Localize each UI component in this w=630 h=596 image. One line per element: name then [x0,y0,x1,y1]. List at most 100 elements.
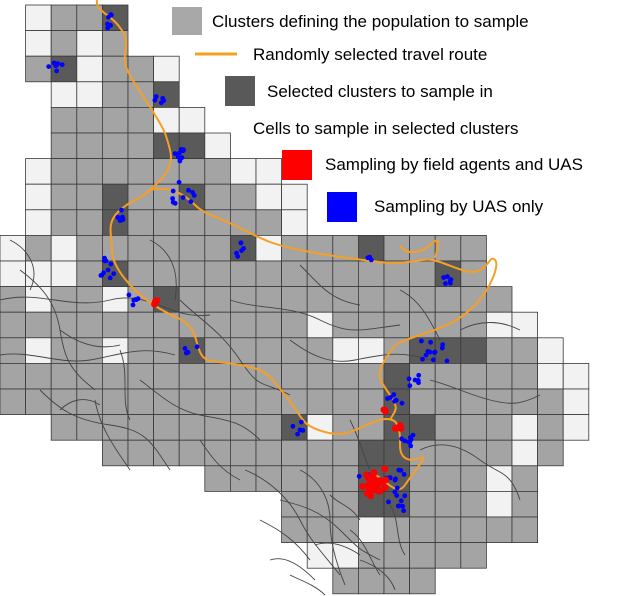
uas-sample-point [118,217,124,223]
uas-sample-point [126,292,132,298]
population-cell [460,516,487,544]
population-cell [50,158,78,185]
population-cell [50,337,78,364]
uas-sample-point [108,12,114,17]
population-cell [178,286,206,313]
travel-route-layer [95,0,498,491]
population-cell [281,311,308,339]
population-cell [383,337,411,364]
uas-sample-point [406,376,412,382]
unsampled-cell [332,542,359,569]
population-cell [409,542,436,569]
population-cell [332,260,359,288]
population-cell [50,107,78,134]
road-line [94,399,131,471]
population-cell [357,311,385,339]
population-cell [409,362,436,390]
legend-swatch-population [172,7,202,35]
uas-sample-point [111,271,117,277]
road-line [269,558,316,581]
legend-label-field-uas: Sampling by field agents and UAS [325,155,583,174]
uas-sample-point [399,400,405,406]
population-cell [229,465,257,492]
uas-sample-point [152,97,158,103]
selected-cluster-cell [460,337,487,364]
uas-sample-point [440,342,446,347]
legend: Clusters defining the population to samp… [172,7,583,222]
unsampled-cell [76,55,103,83]
population-cell [306,490,334,518]
uas-sample-point [180,195,186,200]
field-agent-sample-point [367,488,375,495]
selected-cluster-cell [153,81,180,108]
population-cell [25,55,52,83]
population-cell [127,260,155,288]
population-cell [255,337,283,364]
population-cell [434,388,462,416]
road-line [429,379,541,404]
uas-sample-point [385,396,390,401]
population-cell [127,132,155,160]
uas-sample-point [161,98,167,103]
population-cell [434,286,462,313]
population-cell [102,107,129,134]
uas-sample-point [391,392,397,397]
road-line [39,389,171,471]
unsampled-cell [511,439,539,467]
travel-route-line [95,0,498,491]
uas-sample-point [420,356,425,362]
unsampled-cell [562,388,590,416]
uas-sample-point [170,196,176,201]
population-cell [229,286,257,313]
unsampled-cell [306,542,334,569]
unsampled-cell [537,362,564,390]
population-cell [76,311,103,339]
population-cell [25,362,52,390]
legend-swatch-uas-only [327,192,357,222]
uas-sample-point [182,346,188,351]
uas-sample-point [172,151,178,157]
population-cell [460,234,487,262]
population-cell [281,465,308,492]
uas-sample-point [398,498,404,504]
uas-sample-point [191,193,197,198]
population-cell [204,183,231,211]
unsampled-cell [25,30,52,57]
population-cell [76,388,103,416]
road-line [349,529,381,576]
uas-sample-point [119,207,124,213]
population-cell [76,260,103,288]
population-cell [50,183,78,211]
road-line [139,379,261,441]
population-cell [255,260,283,288]
population-cell [178,260,206,288]
population-cell [178,362,206,390]
population-cell [76,4,103,32]
population-cell [357,388,385,416]
population-cell [204,414,231,441]
population-cell [409,516,436,544]
uas-sample-point [179,155,185,161]
population-cell [0,362,27,390]
population-cell [357,260,385,288]
unsampled-cell [255,183,283,211]
population-cell [434,362,462,390]
population-cell [485,337,513,364]
road-line [259,519,311,561]
population-cell [511,362,539,390]
population-cell [383,516,411,544]
population-cell [485,286,513,313]
uas-sample-point [392,489,398,495]
population-cell [409,388,436,416]
population-cell [511,516,539,544]
population-cell [281,516,308,544]
population-cell [229,337,257,364]
unsampled-cell [25,337,52,364]
population-cell [255,286,283,313]
population-cell [460,362,487,390]
population-cell [332,286,359,313]
unsampled-cell [229,158,257,185]
population-cell [255,311,283,339]
